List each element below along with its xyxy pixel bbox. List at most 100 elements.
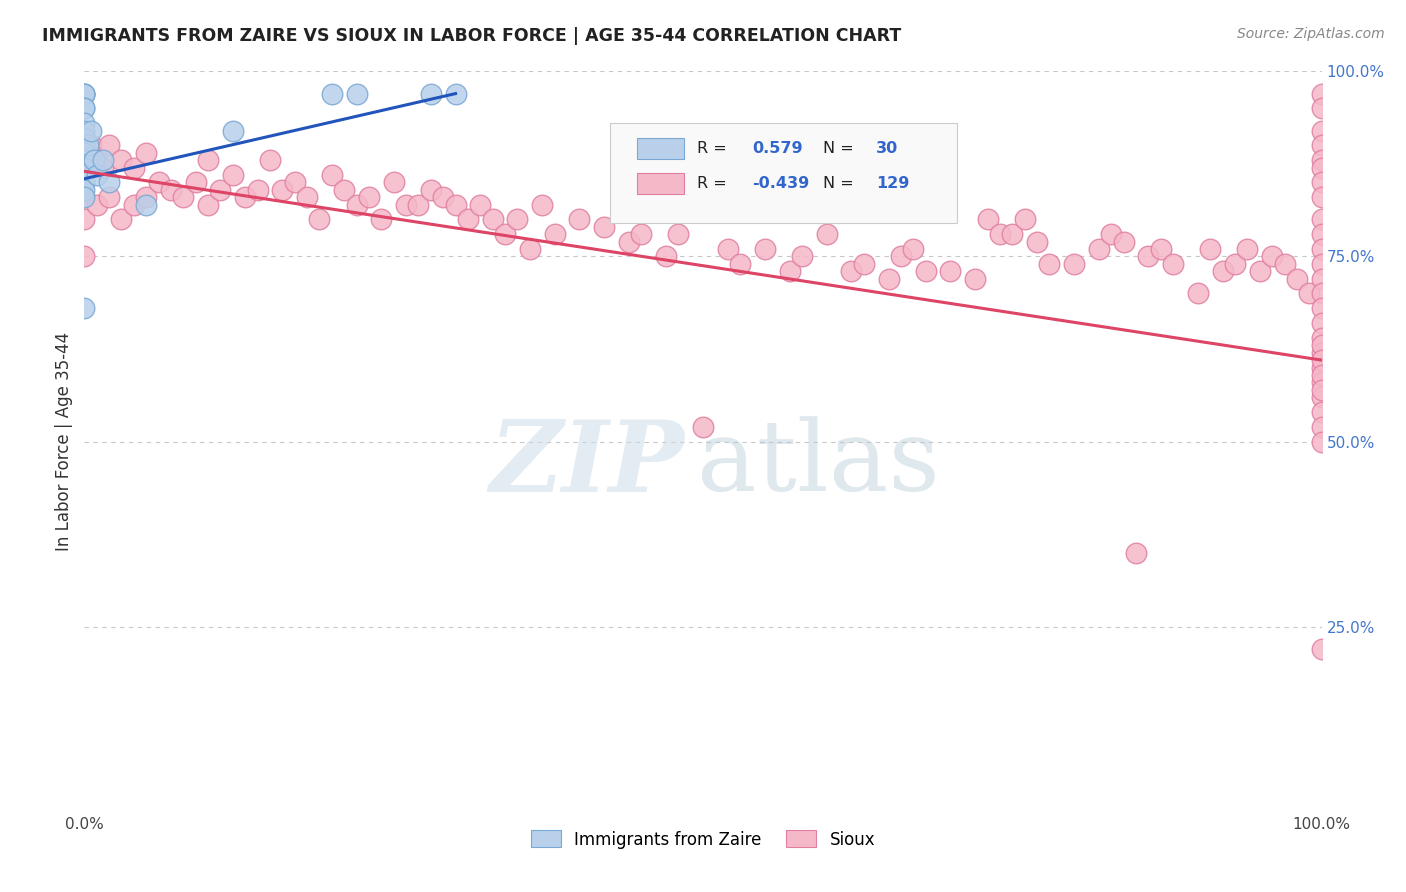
Point — [1063, 257, 1085, 271]
Text: ZIP: ZIP — [489, 416, 685, 512]
Point — [1310, 190, 1333, 204]
Point — [98, 190, 121, 204]
Point — [976, 212, 998, 227]
Point — [73, 168, 96, 182]
Point — [370, 212, 392, 227]
Point — [419, 183, 441, 197]
Point — [1310, 301, 1333, 316]
Point — [444, 87, 467, 101]
Point — [346, 87, 368, 101]
Point — [382, 175, 405, 190]
Point — [73, 190, 96, 204]
Point — [91, 161, 114, 175]
Text: 0.579: 0.579 — [752, 141, 803, 156]
Point — [754, 242, 776, 256]
Text: -0.439: -0.439 — [752, 176, 810, 191]
Point — [457, 212, 479, 227]
Point — [122, 161, 145, 175]
Point — [73, 183, 96, 197]
Point — [110, 153, 132, 168]
Bar — [637, 138, 685, 159]
Point — [1112, 235, 1135, 249]
Point — [1310, 376, 1333, 390]
Point — [73, 102, 96, 116]
Point — [1310, 353, 1333, 368]
Text: N =: N = — [823, 176, 859, 191]
Point — [1310, 419, 1333, 434]
Point — [1261, 250, 1284, 264]
Point — [73, 175, 96, 190]
Point — [481, 212, 503, 227]
Point — [73, 301, 96, 316]
Point — [197, 197, 219, 211]
Point — [666, 227, 689, 242]
Point — [295, 190, 318, 204]
Point — [1001, 227, 1024, 242]
Point — [408, 197, 430, 211]
Point — [246, 183, 269, 197]
Point — [1150, 242, 1173, 256]
Y-axis label: In Labor Force | Age 35-44: In Labor Force | Age 35-44 — [55, 332, 73, 551]
Point — [79, 138, 101, 153]
Point — [890, 250, 912, 264]
Point — [444, 197, 467, 211]
Point — [852, 257, 875, 271]
Point — [73, 190, 96, 204]
Point — [1310, 87, 1333, 101]
Point — [419, 87, 441, 101]
Text: R =: R = — [697, 176, 731, 191]
Point — [86, 168, 108, 182]
Point — [73, 153, 96, 168]
FancyBboxPatch shape — [610, 123, 956, 223]
Point — [110, 212, 132, 227]
Point — [346, 197, 368, 211]
Point — [73, 212, 96, 227]
Point — [815, 227, 838, 242]
Point — [135, 190, 157, 204]
Point — [1310, 227, 1333, 242]
Point — [1285, 271, 1308, 285]
Point — [73, 87, 96, 101]
Point — [73, 102, 96, 116]
Point — [1310, 434, 1333, 449]
Point — [1310, 257, 1333, 271]
Point — [1310, 212, 1333, 227]
Point — [1310, 138, 1333, 153]
Point — [1310, 316, 1333, 330]
Point — [172, 190, 194, 204]
Point — [593, 219, 616, 234]
Point — [73, 87, 96, 101]
Point — [1298, 286, 1320, 301]
Point — [1026, 235, 1049, 249]
Point — [77, 138, 100, 153]
Text: 129: 129 — [876, 176, 910, 191]
Point — [357, 190, 380, 204]
Point — [73, 250, 96, 264]
Point — [1125, 546, 1147, 560]
Point — [86, 153, 108, 168]
Point — [83, 153, 105, 168]
Text: IMMIGRANTS FROM ZAIRE VS SIOUX IN LABOR FORCE | AGE 35-44 CORRELATION CHART: IMMIGRANTS FROM ZAIRE VS SIOUX IN LABOR … — [42, 27, 901, 45]
Point — [519, 242, 541, 256]
Point — [321, 168, 343, 182]
Point — [1310, 368, 1333, 382]
Point — [877, 271, 900, 285]
Bar — [637, 173, 685, 194]
Text: atlas: atlas — [697, 416, 939, 512]
Point — [914, 264, 936, 278]
Point — [73, 153, 96, 168]
Point — [284, 175, 307, 190]
Point — [1187, 286, 1209, 301]
Point — [1310, 338, 1333, 352]
Point — [135, 145, 157, 160]
Point — [1310, 175, 1333, 190]
Point — [259, 153, 281, 168]
Point — [91, 153, 114, 168]
Point — [1223, 257, 1246, 271]
Point — [717, 242, 740, 256]
Point — [1249, 264, 1271, 278]
Point — [1310, 390, 1333, 404]
Point — [122, 197, 145, 211]
Point — [655, 250, 678, 264]
Point — [1099, 227, 1122, 242]
